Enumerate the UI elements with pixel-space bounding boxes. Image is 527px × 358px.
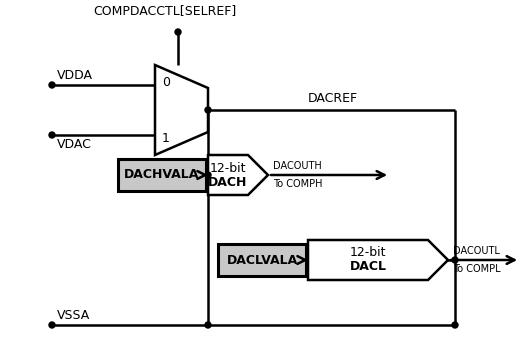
Polygon shape <box>308 240 448 280</box>
Text: 12-bit: 12-bit <box>210 161 246 174</box>
Text: DACOUTH: DACOUTH <box>273 161 322 171</box>
Text: DACH: DACH <box>208 175 248 189</box>
Circle shape <box>49 322 55 328</box>
Circle shape <box>205 172 211 178</box>
Circle shape <box>452 322 458 328</box>
Text: DACOUTL: DACOUTL <box>453 246 500 256</box>
Text: To COMPL: To COMPL <box>453 264 501 274</box>
Circle shape <box>452 257 458 263</box>
Bar <box>218 244 306 276</box>
Polygon shape <box>155 65 208 155</box>
Text: DACL: DACL <box>349 261 386 274</box>
Text: 0: 0 <box>162 76 170 88</box>
Circle shape <box>175 29 181 35</box>
Circle shape <box>205 107 211 113</box>
Text: VDAC: VDAC <box>57 138 92 151</box>
Text: 1: 1 <box>162 131 170 145</box>
Circle shape <box>205 322 211 328</box>
Circle shape <box>49 82 55 88</box>
Text: VDDA: VDDA <box>57 69 93 82</box>
Text: DACLVALA: DACLVALA <box>227 253 298 266</box>
Polygon shape <box>208 155 268 195</box>
Text: VSSA: VSSA <box>57 309 90 322</box>
Circle shape <box>49 132 55 138</box>
Text: To COMPH: To COMPH <box>273 179 323 189</box>
Text: DACREF: DACREF <box>308 92 358 105</box>
Text: 12-bit: 12-bit <box>350 247 386 260</box>
Bar <box>118 159 206 191</box>
Text: DACHVALA: DACHVALA <box>124 169 200 182</box>
Text: COMPDACCTL[SELREF]: COMPDACCTL[SELREF] <box>93 5 236 18</box>
